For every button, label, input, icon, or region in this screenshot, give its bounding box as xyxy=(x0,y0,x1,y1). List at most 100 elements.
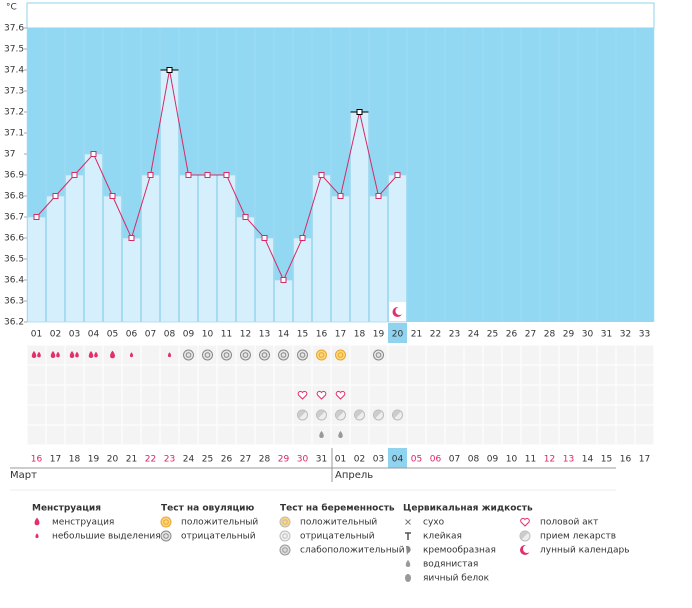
row-cell xyxy=(46,345,65,365)
bar xyxy=(103,195,122,323)
day-label: 06 xyxy=(126,330,138,340)
circle-inner xyxy=(185,352,192,358)
icon-pill xyxy=(297,409,308,421)
row-cell xyxy=(483,345,502,365)
row-cell xyxy=(445,405,464,425)
row-cell xyxy=(198,385,217,405)
icon-neg xyxy=(183,349,194,361)
drop xyxy=(37,351,41,358)
row-cell xyxy=(198,425,217,445)
circle-inner xyxy=(163,519,169,525)
drop xyxy=(319,431,324,438)
row-cell xyxy=(350,385,369,405)
row-cell xyxy=(369,365,388,385)
day-label: 29 xyxy=(563,330,575,340)
date-label: 19 xyxy=(88,455,100,465)
bar xyxy=(236,216,255,323)
row-cell xyxy=(559,345,578,365)
icon-neg xyxy=(278,349,289,361)
bar xyxy=(65,174,84,323)
icon-egg xyxy=(405,574,411,582)
point xyxy=(261,235,268,241)
icon-pill xyxy=(392,409,403,421)
date-label: 07 xyxy=(449,455,460,465)
row-cell xyxy=(179,405,198,425)
icon-neg xyxy=(202,349,213,361)
row-cell xyxy=(502,345,521,365)
bar xyxy=(160,69,179,323)
row-cell xyxy=(369,425,388,445)
circle-inner xyxy=(163,533,169,539)
row-cell xyxy=(122,385,141,405)
icon-neg xyxy=(160,530,172,542)
row-cell xyxy=(483,405,502,425)
legend-title: Цервикальная жидкость xyxy=(403,504,533,514)
bar xyxy=(274,279,293,323)
drop xyxy=(88,351,94,358)
day-label: 27 xyxy=(525,330,536,340)
circle xyxy=(316,349,327,361)
bar xyxy=(27,216,46,323)
row-cell xyxy=(274,425,293,445)
row-cell xyxy=(141,365,160,385)
row-cell xyxy=(635,345,654,365)
row-cell xyxy=(597,405,616,425)
row-cell xyxy=(502,365,521,385)
row-cell xyxy=(27,345,46,365)
icon-drop2 xyxy=(50,351,60,358)
bar xyxy=(293,237,312,323)
date-label: 09 xyxy=(487,455,499,465)
date-label: 23 xyxy=(164,455,175,465)
icon-dry xyxy=(405,519,411,525)
date-label: 16 xyxy=(620,455,632,465)
row-cell xyxy=(65,385,84,405)
row-cell xyxy=(293,365,312,385)
drop xyxy=(94,351,98,358)
bar xyxy=(369,195,388,323)
circle-inner xyxy=(299,352,306,358)
date-label: 20 xyxy=(107,455,119,465)
day-label: 14 xyxy=(278,330,290,340)
row-cell xyxy=(635,385,654,405)
icon-moon xyxy=(392,307,404,317)
bar xyxy=(198,174,217,323)
moon-cut xyxy=(395,307,404,315)
row-cell xyxy=(521,385,540,405)
day-label: 25 xyxy=(487,330,498,340)
row-cell xyxy=(27,365,46,385)
legend-title: Тест на овуляцию xyxy=(161,504,254,514)
circle xyxy=(297,349,308,361)
heart xyxy=(520,517,530,527)
row-cell xyxy=(236,405,255,425)
date-label: 10 xyxy=(506,455,518,465)
icon-drop xyxy=(110,350,115,359)
legend-label: сухо xyxy=(423,518,445,528)
day-label: 30 xyxy=(582,330,594,340)
day-label: 20 xyxy=(392,330,404,340)
date-label: 29 xyxy=(278,455,290,465)
circle-inner xyxy=(261,352,268,358)
date-label: 11 xyxy=(525,455,536,465)
day-label: 16 xyxy=(316,330,328,340)
legend-label: небольшие выделения xyxy=(52,532,161,542)
plot-top xyxy=(26,2,655,29)
month-label: Март xyxy=(10,470,37,481)
row-cell xyxy=(46,365,65,385)
row-cell xyxy=(198,365,217,385)
row-cell xyxy=(464,425,483,445)
legend-title: Менструация xyxy=(32,504,101,514)
day-label: 04 xyxy=(88,330,100,340)
row-cell xyxy=(141,425,160,445)
y-tick-label: 36.6 xyxy=(4,234,24,244)
y-tick-label: 37.3 xyxy=(4,87,24,97)
row-cell xyxy=(388,425,407,445)
day-label: 22 xyxy=(430,330,441,340)
day-label: 02 xyxy=(50,330,61,340)
date-label: 04 xyxy=(392,455,404,465)
row-cell xyxy=(103,385,122,405)
row-cell xyxy=(521,425,540,445)
icon-heart xyxy=(297,390,308,400)
bar xyxy=(388,174,407,323)
legend-label: положительный xyxy=(181,518,258,528)
heart xyxy=(316,390,327,400)
